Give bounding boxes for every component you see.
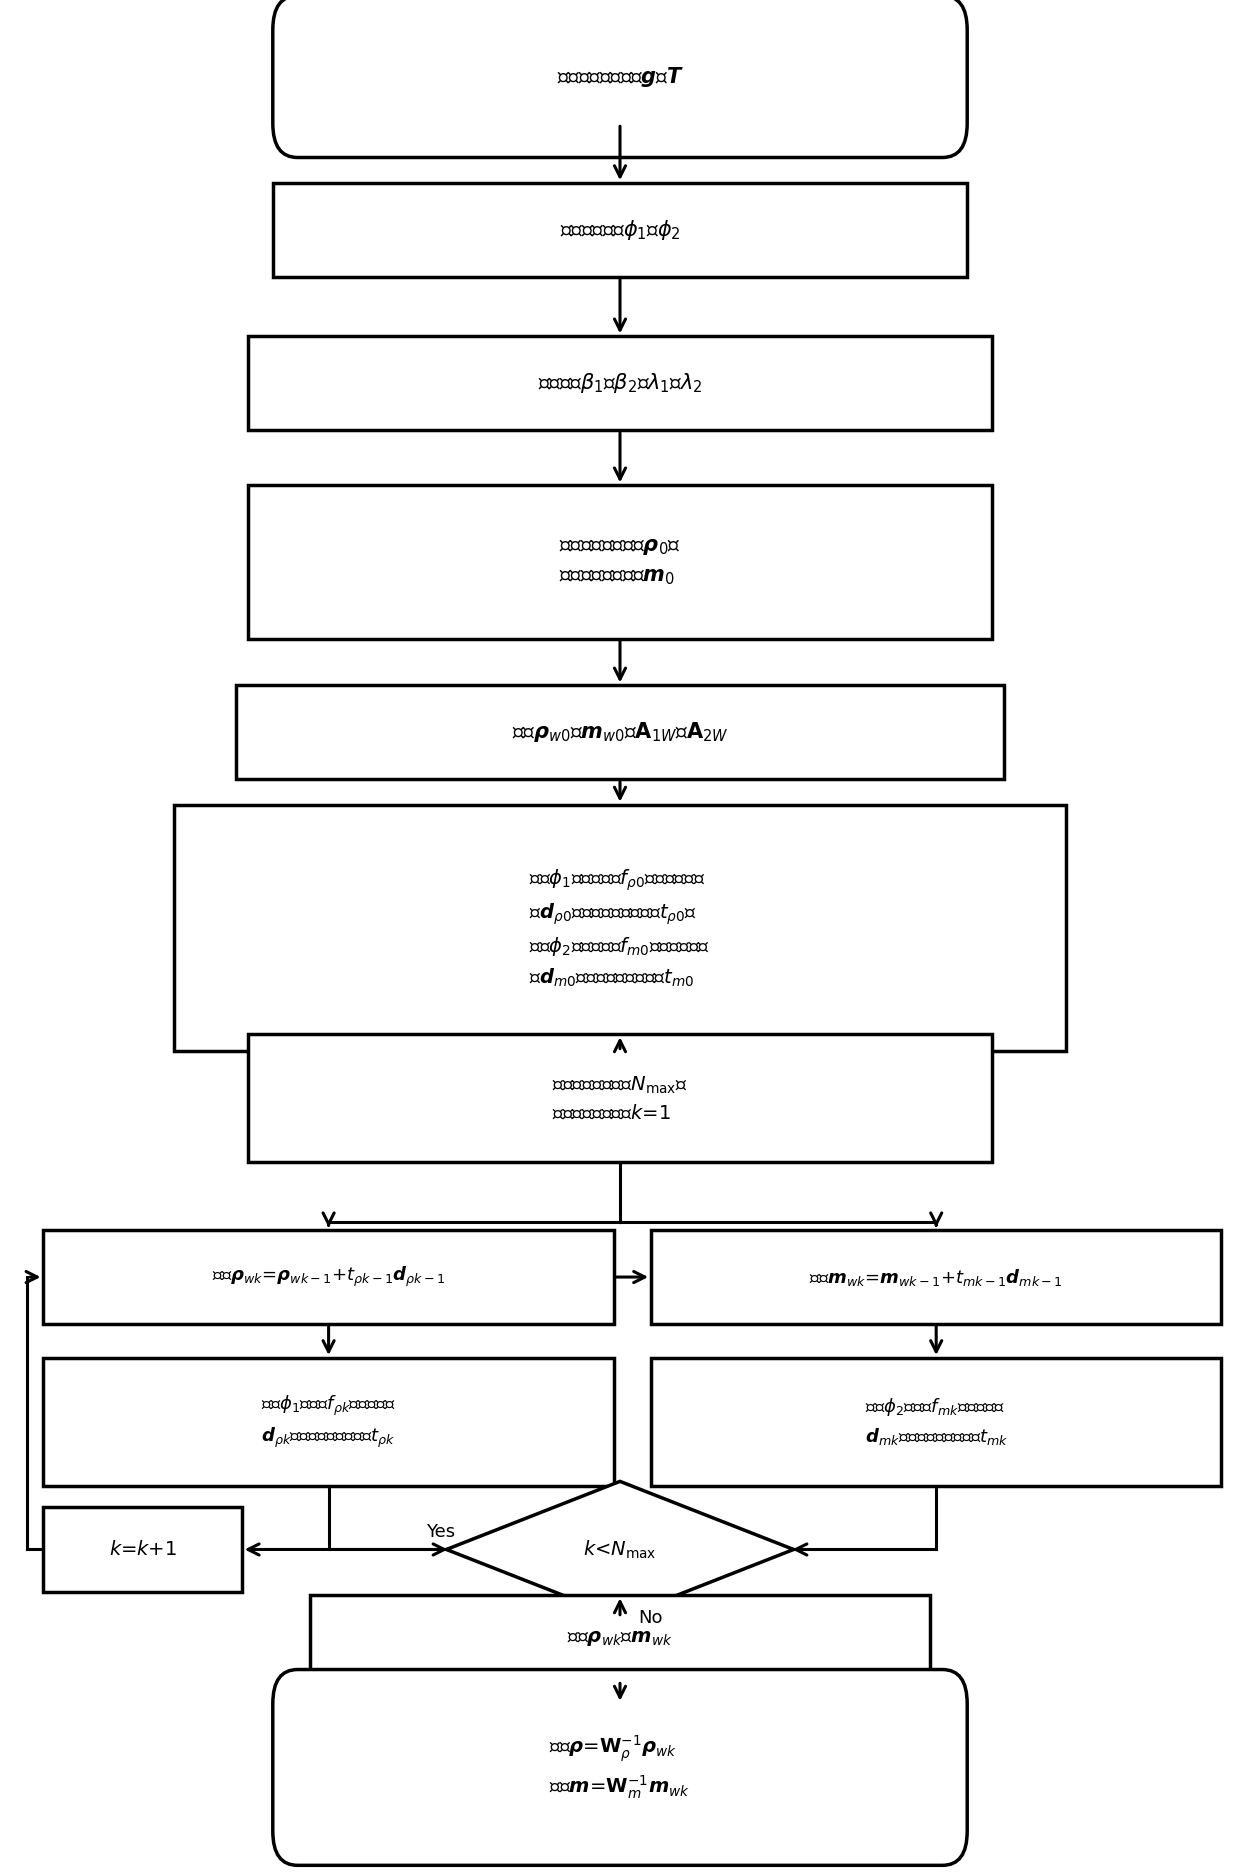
Text: 计算$\boldsymbol{\rho}_{w0}$，$\boldsymbol{m}_{w0}$，$\mathbf{A}_{1W}$，$\mathbf{A}_{: 计算$\boldsymbol{\rho}_{w0}$，$\boldsymbol{…	[512, 721, 728, 744]
Text: 设置初始密度模型$\boldsymbol{\rho}_0$和
初始磁化强度模型$\boldsymbol{m}_0$: 设置初始密度模型$\boldsymbol{\rho}_0$和 初始磁化强度模型$…	[559, 538, 681, 586]
Text: 计算$\boldsymbol{\rho}_{wk}$、$\boldsymbol{m}_{wk}$: 计算$\boldsymbol{\rho}_{wk}$、$\boldsymbol{…	[567, 1628, 673, 1648]
Text: 设置最大迭代次数$N_{\max}$；
设置实际迭代次数$k$=1: 设置最大迭代次数$N_{\max}$； 设置实际迭代次数$k$=1	[552, 1075, 688, 1122]
FancyBboxPatch shape	[174, 805, 1066, 1051]
FancyBboxPatch shape	[248, 485, 992, 639]
Text: 更新$\boldsymbol{\rho}_{wk}$=$\boldsymbol{\rho}_{wk-1}$+$t_{\rho k-1}$$\boldsymbol: 更新$\boldsymbol{\rho}_{wk}$=$\boldsymbol{…	[212, 1264, 445, 1289]
FancyBboxPatch shape	[248, 1034, 992, 1161]
FancyBboxPatch shape	[43, 1508, 242, 1592]
Text: 输出$\boldsymbol{\rho}$=$\mathbf{W}_\rho^{-1}$$\boldsymbol{\rho}_{wk}$
输出$\boldsym: 输出$\boldsymbol{\rho}$=$\mathbf{W}_\rho^{…	[549, 1734, 691, 1802]
FancyBboxPatch shape	[310, 1596, 930, 1680]
Text: 计算$\phi_2$的导数$f_{mk}$，搜索方向
$\boldsymbol{d}_{mk}$以及对应的搜索步长$t_{mk}$: 计算$\phi_2$的导数$f_{mk}$，搜索方向 $\boldsymbol{…	[864, 1395, 1008, 1448]
Text: 输入观测重磁数据$\boldsymbol{g}$、$\boldsymbol{T}$: 输入观测重磁数据$\boldsymbol{g}$、$\boldsymbol{T}…	[557, 66, 683, 88]
FancyBboxPatch shape	[651, 1231, 1221, 1324]
FancyBboxPatch shape	[248, 337, 992, 431]
Text: 更新$\boldsymbol{m}_{wk}$=$\boldsymbol{m}_{wk-1}$+$t_{mk-1}$$\boldsymbol{d}_{mk-1}: 更新$\boldsymbol{m}_{wk}$=$\boldsymbol{m}_…	[810, 1266, 1063, 1287]
Text: Yes: Yes	[425, 1523, 455, 1541]
FancyBboxPatch shape	[43, 1231, 614, 1324]
Text: 计算$\phi_1$的导数$f_{\rho k}$，搜索方向
$\boldsymbol{d}_{\rho k}$以及对应的搜索步长$t_{\rho k}$: 计算$\phi_1$的导数$f_{\rho k}$，搜索方向 $\boldsym…	[260, 1394, 397, 1450]
Text: No: No	[639, 1609, 663, 1626]
Text: $k$=$k$+1: $k$=$k$+1	[109, 1540, 176, 1558]
FancyBboxPatch shape	[651, 1358, 1221, 1485]
FancyBboxPatch shape	[273, 1669, 967, 1866]
Text: 确定目标函数$\phi_1$和$\phi_2$: 确定目标函数$\phi_1$和$\phi_2$	[559, 217, 681, 242]
Text: $k$<$N_{\max}$: $k$<$N_{\max}$	[583, 1538, 657, 1560]
Text: 设置因子$\beta_1$、$\beta_2$、$\lambda_1$、$\lambda_2$: 设置因子$\beta_1$、$\beta_2$、$\lambda_1$、$\la…	[538, 371, 702, 395]
FancyBboxPatch shape	[236, 686, 1004, 779]
FancyBboxPatch shape	[273, 184, 967, 277]
Text: 计算$\phi_1$的初始导数$f_{\rho 0}$，初始搜索方
向$\boldsymbol{d}_{\rho 0}$以及对应的搜索步长$t_{\rho 0}: 计算$\phi_1$的初始导数$f_{\rho 0}$，初始搜索方 向$\bol…	[529, 867, 711, 989]
Polygon shape	[446, 1482, 794, 1618]
FancyBboxPatch shape	[43, 1358, 614, 1485]
FancyBboxPatch shape	[273, 0, 967, 157]
